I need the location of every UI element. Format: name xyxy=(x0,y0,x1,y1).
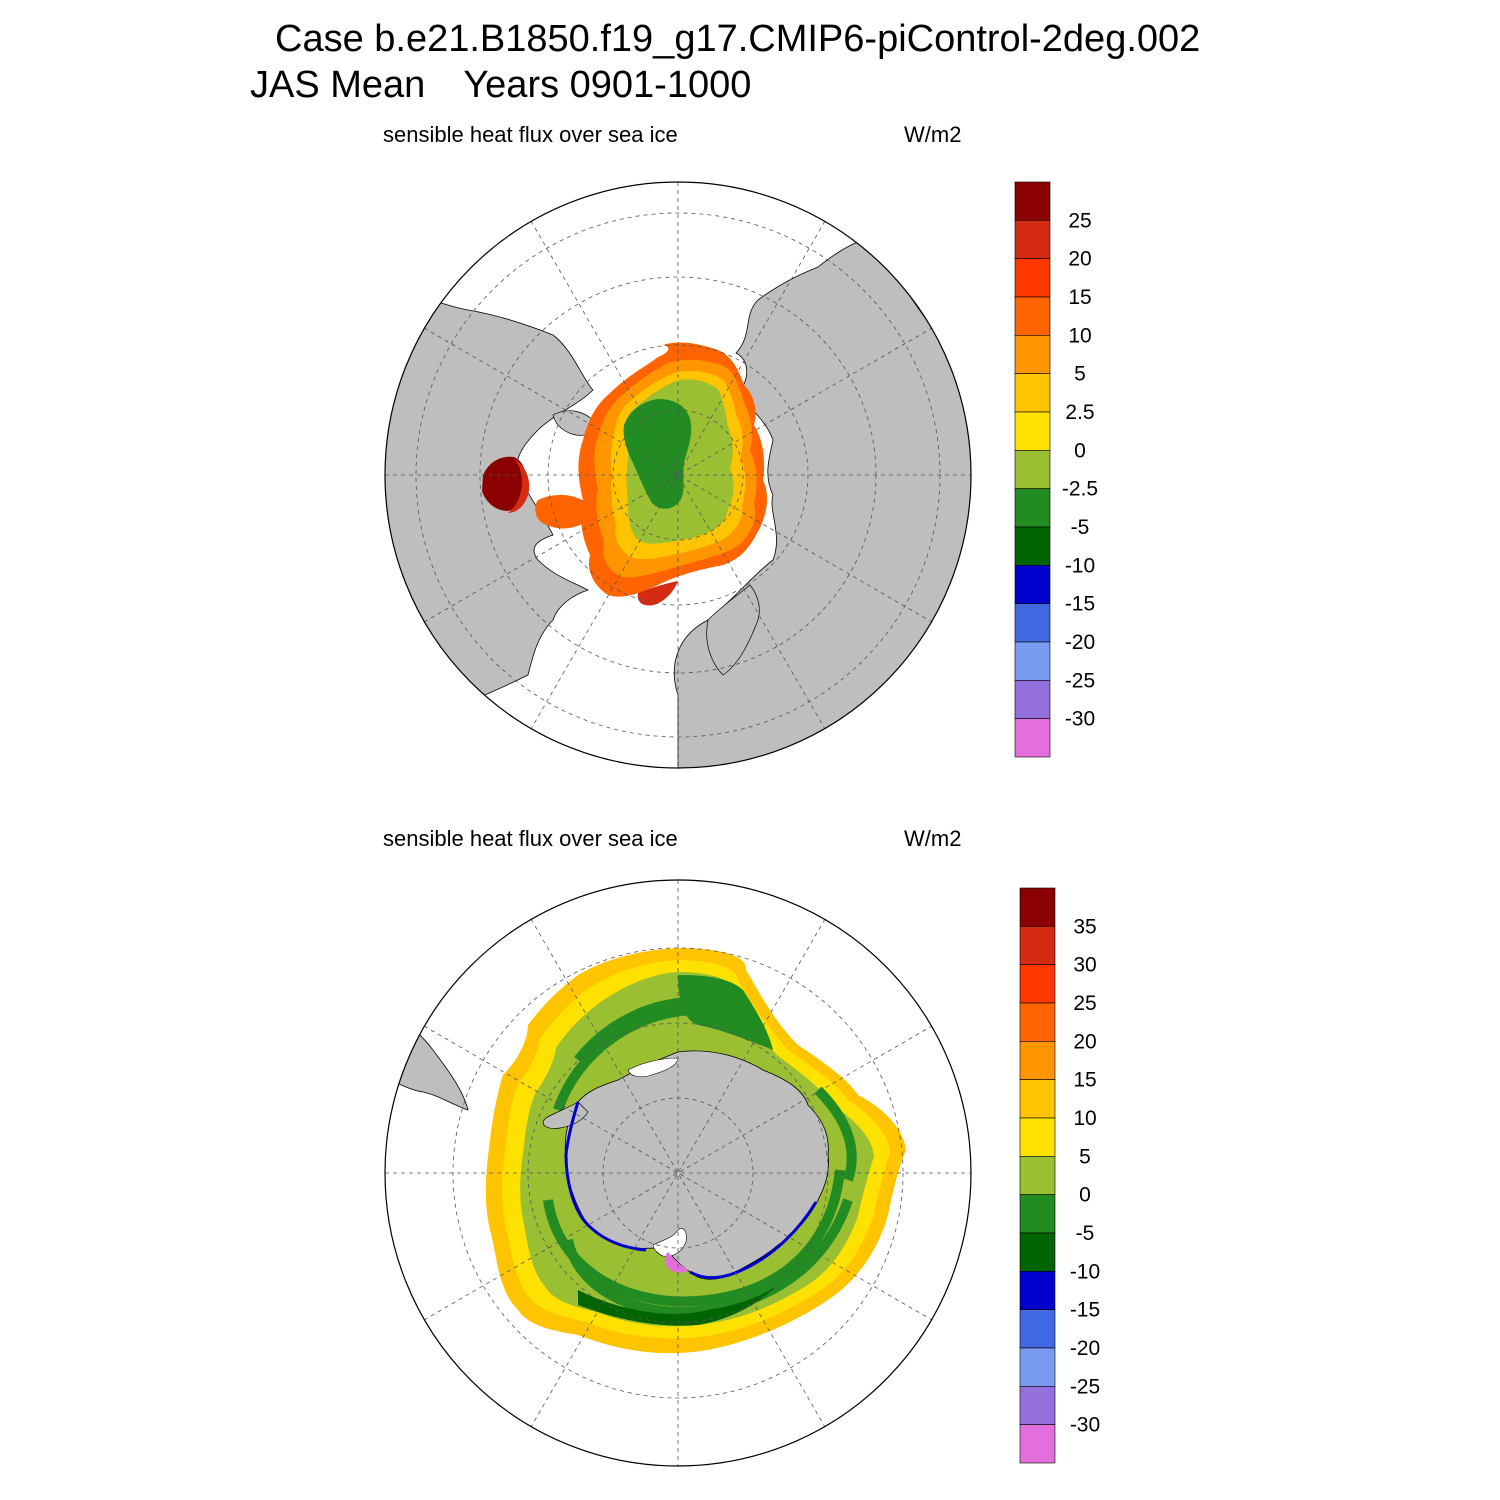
colorbar-tick-label: 5 xyxy=(1079,1145,1091,1168)
colorbar-tick-label: 15 xyxy=(1073,1069,1096,1092)
colorbar-tick-label: -20 xyxy=(1070,1337,1100,1360)
colorbar-swatch xyxy=(1019,1079,1056,1119)
colorbar-swatch xyxy=(1014,718,1051,758)
antarctic-ice-darkgreen-band xyxy=(578,1285,778,1326)
colorbar-tick-label: 5 xyxy=(1074,363,1086,386)
colorbar-swatch xyxy=(1014,335,1051,374)
scandinavia-land xyxy=(706,584,760,676)
colorbar-swatch xyxy=(1019,1347,1056,1387)
hudson-bay-edge xyxy=(508,459,530,513)
colorbar-tick-label: 25 xyxy=(1068,209,1091,232)
colorbar-swatch xyxy=(1014,488,1051,528)
colorbar-tick-label: -15 xyxy=(1065,593,1095,616)
years-label: Years 0901-1000 xyxy=(463,64,752,106)
colorbar-swatch xyxy=(1019,1002,1056,1042)
antarctic-polar-map xyxy=(384,879,972,1467)
colorbar-swatch xyxy=(1014,565,1051,604)
colorbar-tick-label: 10 xyxy=(1068,324,1091,347)
colorbar-swatch xyxy=(1019,964,1056,1004)
weddell-ice-shelf xyxy=(627,1057,679,1078)
baffin-ice xyxy=(535,494,589,529)
arctic-ice-green xyxy=(623,399,692,509)
colorbar-swatch xyxy=(1014,641,1051,681)
colorbar-tick-label: 2.5 xyxy=(1065,401,1094,424)
colorbar-tick-label: -15 xyxy=(1070,1299,1100,1322)
coastal-cold-band xyxy=(564,1101,818,1280)
colorbar-tick-label: -30 xyxy=(1070,1414,1100,1437)
colorbar-swatch xyxy=(1019,1386,1056,1425)
colorbar-tick-label: 0 xyxy=(1079,1184,1091,1207)
figure-title-case: Case b.e21.B1850.f19_g17.CMIP6-piControl… xyxy=(275,18,1201,60)
colorbar-swatch xyxy=(1019,1271,1056,1310)
colorbar-swatch xyxy=(1019,1117,1056,1157)
north-panel-variable-label: sensible heat flux over sea ice xyxy=(383,122,678,147)
colorbar-swatch xyxy=(1014,220,1051,259)
south-colorbar: 35 30 25 20 15 10 5 0 -5 -10 -15 -20 -25 -30 xyxy=(1019,887,1100,1464)
colorbar-swatch xyxy=(1014,603,1051,643)
south-panel-units: W/m2 xyxy=(904,826,962,851)
antarctic-ice-darkgreen xyxy=(678,975,773,1050)
hudson-bay-hot xyxy=(482,456,527,511)
colorbar-swatch xyxy=(1019,1156,1056,1195)
figure-title-period: JAS Mean Years 0901-1000 xyxy=(250,64,751,107)
colorbar-tick-label: -10 xyxy=(1065,554,1095,577)
colorbar-swatch xyxy=(1019,1424,1056,1464)
colorbar-tick-label: 30 xyxy=(1073,954,1096,977)
colorbar-swatch xyxy=(1014,450,1051,489)
north-panel-units: W/m2 xyxy=(904,122,962,147)
colorbar-tick-label: 20 xyxy=(1073,1030,1096,1053)
south-panel-variable-label: sensible heat flux over sea ice xyxy=(383,826,678,851)
colorbar-tick-label: 35 xyxy=(1073,915,1096,938)
colorbar-tick-label: -25 xyxy=(1070,1375,1100,1398)
colorbar-swatch xyxy=(1014,526,1051,566)
colorbar-tick-label: -5 xyxy=(1076,1222,1095,1245)
colorbar-tick-label: -10 xyxy=(1070,1260,1100,1283)
north-colorbar: 25 20 15 10 5 2.5 0 -2.5 -5 -10 -15 -20 -25 -30 xyxy=(1014,181,1098,758)
colorbar-tick-label: 0 xyxy=(1074,439,1086,462)
colorbar-swatch xyxy=(1019,1041,1056,1080)
colorbar-tick-label: 20 xyxy=(1068,248,1091,271)
colorbar-tick-label: -5 xyxy=(1071,516,1090,539)
colorbar-swatch xyxy=(1019,1232,1056,1272)
ross-sea-coldpocket xyxy=(665,1252,688,1273)
colorbar-tick-label: -30 xyxy=(1065,708,1095,731)
season-label: JAS Mean xyxy=(250,64,426,106)
colorbar-swatch xyxy=(1014,373,1051,413)
colorbar-tick-label: 15 xyxy=(1068,286,1091,309)
colorbar-swatch xyxy=(1019,926,1056,965)
colorbar-swatch xyxy=(1014,258,1051,298)
nordic-ice-edge xyxy=(637,581,678,606)
colorbar-swatch xyxy=(1014,411,1051,451)
colorbar-tick-label: 10 xyxy=(1073,1107,1096,1130)
colorbar-tick-label: -20 xyxy=(1065,631,1095,654)
colorbar-tick-label: -25 xyxy=(1065,669,1095,692)
colorbar-swatch xyxy=(1019,1194,1056,1234)
colorbar-swatch xyxy=(1014,181,1051,221)
colorbar-tick-label: 25 xyxy=(1073,992,1096,1015)
colorbar-swatch xyxy=(1014,296,1051,336)
colorbar-swatch xyxy=(1014,680,1051,719)
colorbar-tick-label: -2.5 xyxy=(1062,478,1098,501)
arctic-polar-map xyxy=(384,181,972,769)
colorbar-swatch xyxy=(1019,1309,1056,1349)
colorbar-swatch xyxy=(1019,887,1056,927)
north-america-land xyxy=(385,293,594,736)
